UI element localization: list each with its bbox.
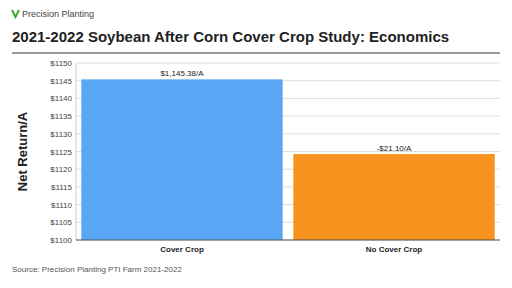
y-tick-label: $1120 <box>50 165 72 174</box>
chart: Precision Planting 2021-2022 Soybean Afte… <box>0 0 512 288</box>
grid <box>76 63 500 240</box>
y-tick-label: $1135 <box>50 112 72 121</box>
data-label: $1,145.38/A <box>160 69 204 78</box>
bars <box>81 79 494 240</box>
x-tick-label: No Cover Crop <box>366 245 423 254</box>
x-tick-label: Cover Crop <box>160 245 204 254</box>
y-tick-label: $1145 <box>50 77 72 86</box>
y-tick-label: $1125 <box>50 148 72 157</box>
bar <box>81 79 282 240</box>
y-tick-label: $1115 <box>51 183 73 192</box>
grid-line <box>76 240 500 241</box>
y-tick-label: $1110 <box>51 201 73 210</box>
grid-line <box>76 63 500 64</box>
brand: Precision Planting <box>22 9 94 19</box>
y-axis <box>76 63 77 240</box>
title-rule <box>12 53 500 54</box>
y-tick-label: $1130 <box>50 130 72 139</box>
x-axis <box>76 240 500 241</box>
logo-mark <box>12 10 19 17</box>
brand-logo <box>12 10 19 17</box>
y-tick-label: $1105 <box>50 218 72 227</box>
y-tick-label: $1140 <box>50 94 72 103</box>
source: Source: Precision Planting PTI Farm 2021… <box>12 265 182 274</box>
title: 2021-2022 Soybean After Corn Cover Crop … <box>12 28 449 45</box>
y-tick-label: $1100 <box>50 236 72 245</box>
y-tick-label: $1150 <box>50 59 72 68</box>
bar <box>293 154 494 240</box>
annotation: -$21.10/A <box>377 144 412 153</box>
y-axis-label: Net Return/A <box>15 111 30 191</box>
